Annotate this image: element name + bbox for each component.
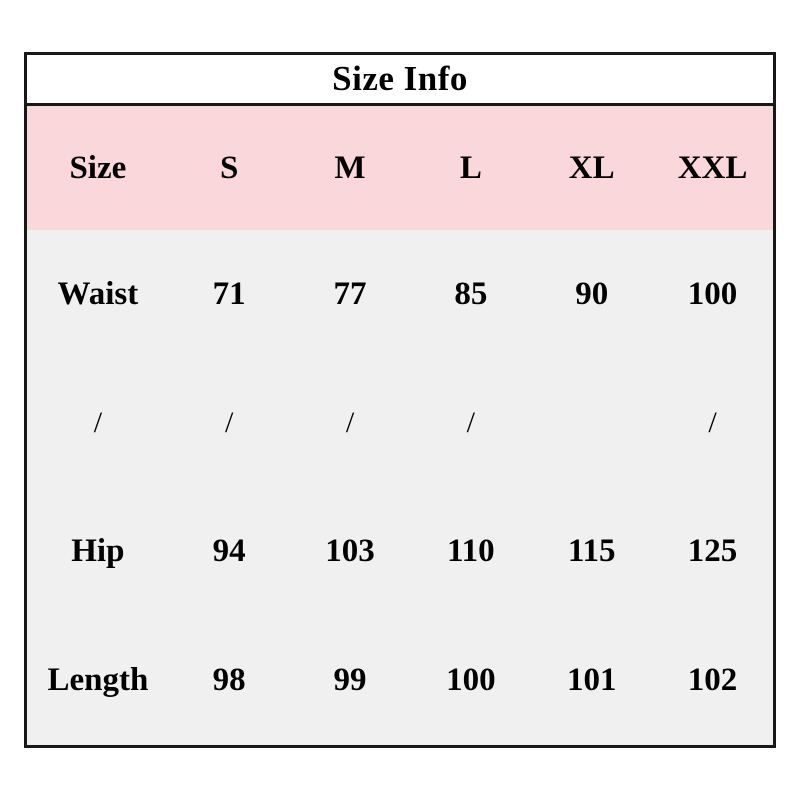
row-label: Length bbox=[47, 662, 149, 699]
table-cell: 101 bbox=[566, 662, 617, 699]
table-cell: 102 bbox=[687, 662, 738, 699]
table-header-row: Size S M L XL XXL bbox=[27, 106, 773, 230]
header-cell-s: S bbox=[219, 149, 239, 186]
size-info-table: Size Info Size S M L XL XXL Waist 71 77 … bbox=[24, 52, 776, 748]
header-cell-m: M bbox=[334, 149, 366, 186]
table-row-length: Length 98 99 100 101 102 bbox=[27, 616, 773, 745]
table-cell: 100 bbox=[687, 275, 738, 312]
table-cell: 85 bbox=[454, 275, 488, 312]
row-label: Hip bbox=[71, 533, 125, 570]
table-cell: / bbox=[466, 406, 476, 440]
table-cell: 77 bbox=[333, 275, 367, 312]
table-cell: 125 bbox=[687, 533, 738, 570]
table-title: Size Info bbox=[332, 59, 468, 98]
table-cell: 115 bbox=[567, 533, 616, 570]
table-cell: 99 bbox=[333, 662, 367, 699]
table-cell: 100 bbox=[446, 662, 496, 699]
header-cell-l: L bbox=[459, 149, 482, 186]
table-body: Waist 71 77 85 90 100 / / / / / Hip 94 1… bbox=[27, 230, 773, 745]
row-label: Waist bbox=[57, 275, 139, 312]
table-cell: 98 bbox=[212, 662, 246, 699]
row-label: / bbox=[93, 406, 103, 440]
table-row-waist: Waist 71 77 85 90 100 bbox=[27, 230, 773, 359]
header-cell-xl: XL bbox=[568, 149, 615, 186]
table-cell: / bbox=[345, 406, 355, 440]
header-cell-xxl: XXL bbox=[677, 149, 748, 186]
table-cell: 103 bbox=[325, 533, 375, 570]
table-row-divider: / / / / / bbox=[27, 359, 773, 488]
table-cell: / bbox=[224, 406, 234, 440]
title-bar: Size Info bbox=[27, 55, 773, 106]
table-row-hip: Hip 94 103 110 115 125 bbox=[27, 488, 773, 617]
table-cell: 90 bbox=[575, 275, 609, 312]
table-cell: 94 bbox=[212, 533, 246, 570]
table-cell: 110 bbox=[447, 533, 495, 570]
header-cell-size: Size bbox=[69, 149, 127, 186]
table-cell: / bbox=[708, 406, 717, 440]
table-cell: 71 bbox=[212, 275, 246, 312]
